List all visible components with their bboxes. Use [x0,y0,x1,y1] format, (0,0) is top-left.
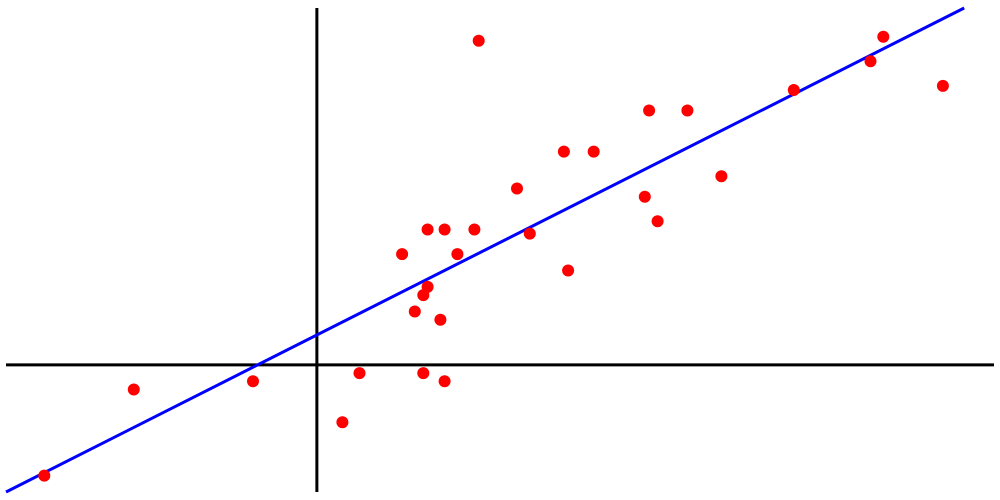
data-point [353,367,366,380]
data-point [396,248,409,261]
data-point [127,383,140,396]
data-point [421,280,434,293]
data-point [587,145,600,158]
data-point [787,84,800,96]
data-point [557,145,570,158]
data-point [681,104,694,117]
data-point [877,30,890,43]
data-point [523,227,536,240]
data-point [417,367,430,380]
data-point [511,182,523,195]
data-points-layer [38,30,949,482]
data-point [408,305,421,318]
data-point [451,248,464,261]
data-point [715,170,728,183]
data-point [468,223,481,236]
data-point [38,469,51,482]
data-point [864,55,877,68]
data-point [438,375,451,388]
data-point [434,313,447,326]
axes [6,8,994,492]
data-point [643,104,656,117]
data-point [247,375,259,388]
data-point [438,223,451,236]
data-point [936,79,949,92]
data-point [651,215,664,228]
fit-line-layer [5,6,965,494]
data-point [421,223,434,236]
data-point [472,34,485,47]
data-point [562,264,575,277]
regression-line [5,6,965,494]
data-point [638,190,651,203]
data-point [336,416,349,429]
